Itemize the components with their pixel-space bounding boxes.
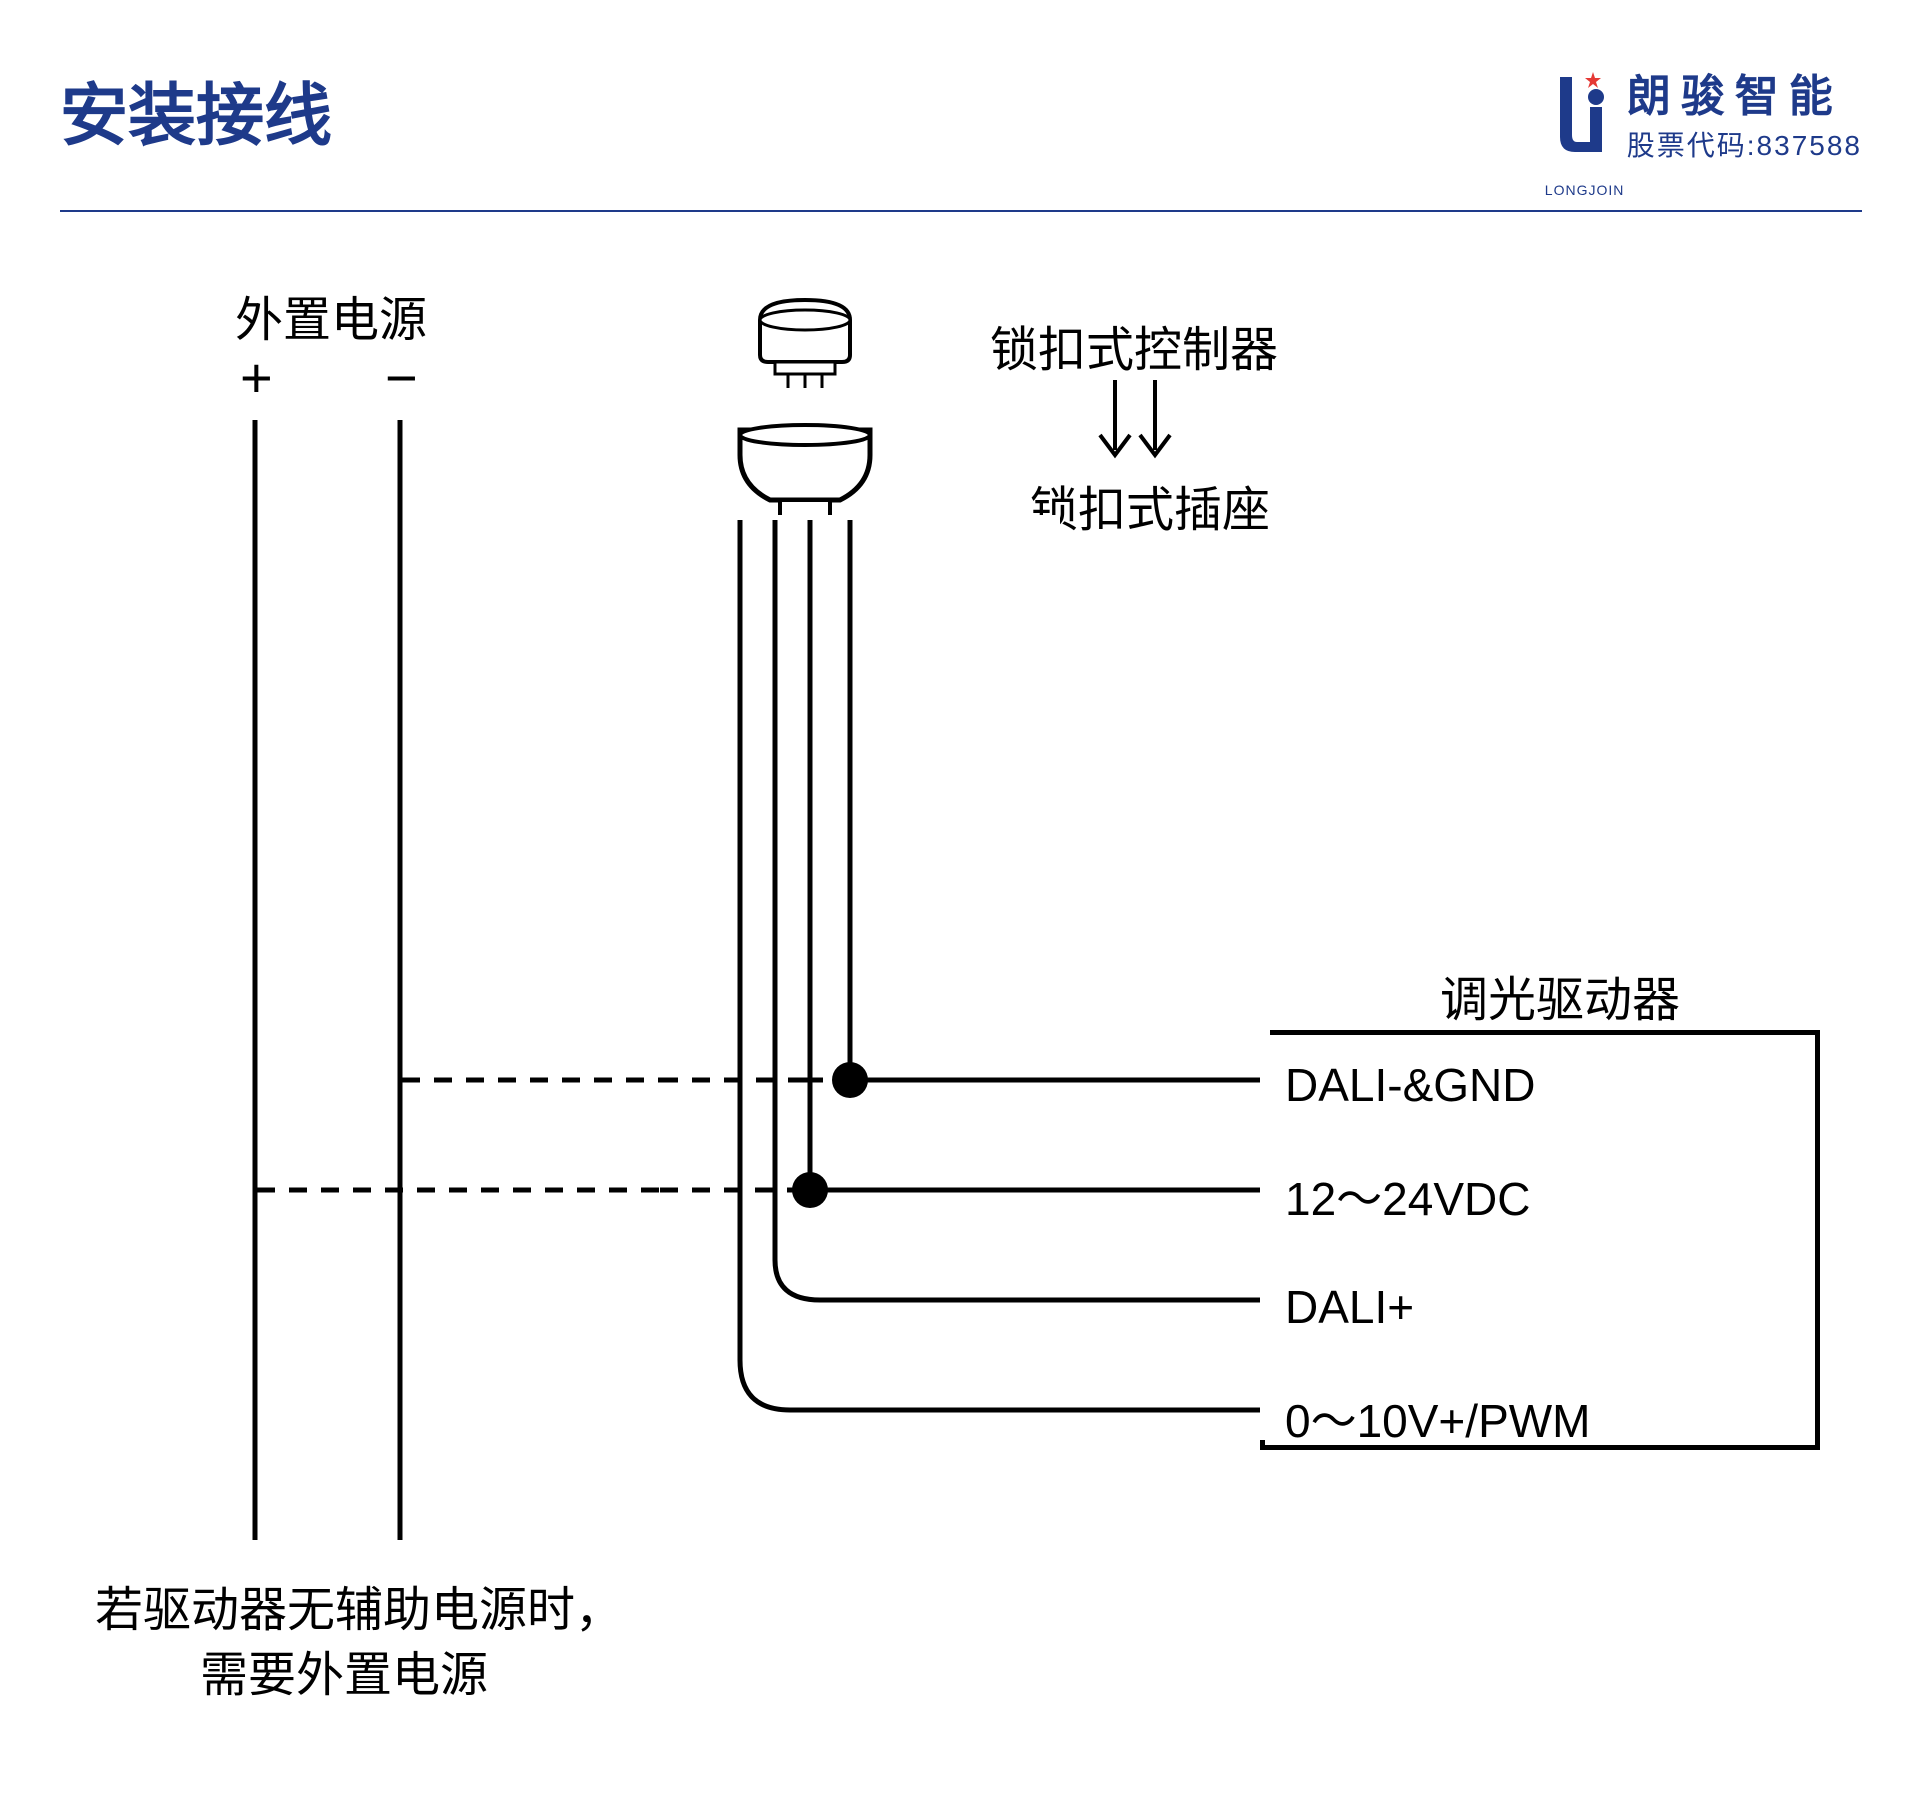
wiring-svg-overlay xyxy=(60,260,1860,1760)
stock-code: 股票代码:837588 xyxy=(1627,124,1862,164)
logo-icon: LONGJOIN xyxy=(1545,67,1615,157)
logo-text: 朗骏智能 股票代码:837588 xyxy=(1627,60,1862,164)
page-title: 安装接线 xyxy=(60,60,332,159)
longjoin-text: LONGJOIN xyxy=(1545,182,1615,198)
wiring-diagram: 外置电源 + − 锁扣式控制器 锁扣式插座 端口2 端口1 端口3 端口4 调光… xyxy=(60,260,1862,1760)
header-divider xyxy=(60,210,1862,212)
header: 安装接线 LONGJOIN 朗骏智能 股票代码:837588 xyxy=(60,60,1862,164)
brand-name: 朗骏智能 xyxy=(1627,60,1862,124)
logo-block: LONGJOIN 朗骏智能 股票代码:837588 xyxy=(1545,60,1862,164)
